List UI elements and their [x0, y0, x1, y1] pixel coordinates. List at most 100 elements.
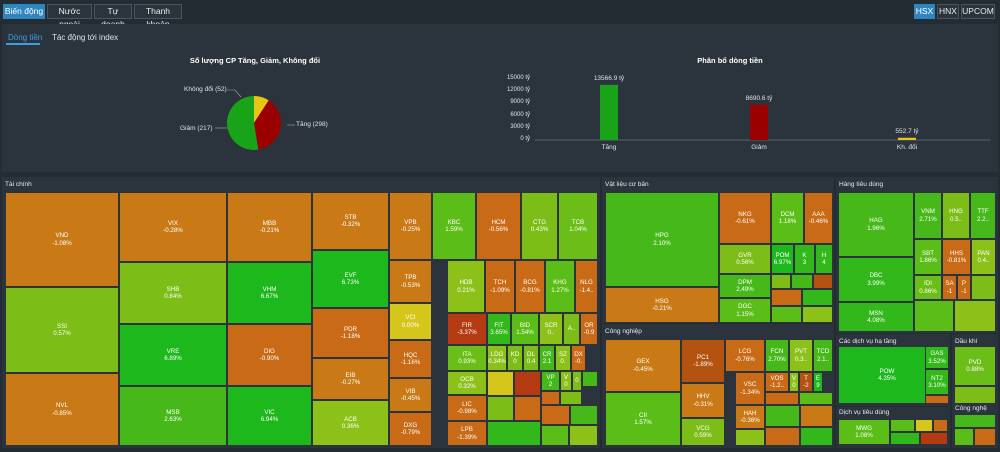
stock-tile-ldg[interactable]: LDG 0.34%	[487, 345, 507, 371]
stock-tile-nt2[interactable]: NT2 3.10%	[925, 369, 949, 395]
stock-tile-idi[interactable]: IDI 0.86%	[914, 275, 942, 300]
stock-tile-ssi[interactable]: SSI 0.57%	[5, 287, 119, 373]
stock-tile-nlg[interactable]: NLG -1.4..	[575, 260, 598, 313]
stock-tile-fir[interactable]: FIR -3.37%	[447, 313, 487, 345]
stock-tile-small[interactable]	[954, 414, 996, 428]
stock-tile-small[interactable]	[541, 391, 560, 405]
stock-tile-vnm[interactable]: VNM 2.71%	[914, 192, 942, 239]
stock-tile-sa[interactable]: SA -1	[942, 275, 957, 300]
stock-tile-eib[interactable]: EIB -0.27%	[312, 358, 389, 400]
stock-tile-hdb[interactable]: HDB 0.21%	[447, 260, 485, 313]
stock-tile-lcg[interactable]: LCG -0.76%	[725, 339, 765, 372]
tab-nuoc-ngoai[interactable]: Nước ngoài	[47, 4, 92, 29]
stock-tile-small[interactable]	[560, 391, 582, 405]
stock-tile-small[interactable]	[487, 371, 514, 396]
stock-tile-small[interactable]	[802, 289, 833, 306]
stock-tile-msb[interactable]: MSB 2.63%	[119, 386, 227, 446]
stock-tile-small[interactable]	[771, 289, 802, 306]
stock-tile-cii[interactable]: CII 1.57%	[605, 392, 681, 446]
stock-tile-small[interactable]	[802, 306, 833, 323]
stock-tile-vos[interactable]: VOS -1.2..	[765, 372, 789, 392]
stock-tile-small[interactable]	[800, 427, 833, 446]
stock-tile-vcg[interactable]: VCG 0.59%	[681, 418, 725, 446]
stock-tile-aaa[interactable]: AAA -0.46%	[804, 192, 833, 244]
stock-tile-small[interactable]	[954, 386, 996, 404]
stock-tile-small[interactable]	[771, 306, 802, 323]
stock-tile-ctg[interactable]: CTG 0.43%	[521, 192, 558, 260]
stock-tile-p[interactable]: P -1	[957, 275, 971, 300]
stock-tile-or[interactable]: OR -0.9	[580, 313, 598, 345]
stock-tile-cr[interactable]: CR 2.1	[539, 345, 555, 371]
stock-tile-small[interactable]	[914, 300, 954, 332]
tab-thanh-khoan[interactable]: Thanh khoản	[134, 4, 182, 29]
stock-tile-mbb[interactable]: MBB -0.21%	[227, 192, 312, 262]
stock-tile-hng[interactable]: HNG 0.5..	[942, 192, 970, 239]
stock-tile-evf[interactable]: EVF 6.73%	[312, 250, 389, 308]
stock-tile-hsg[interactable]: HSG -0.21%	[605, 287, 719, 323]
stock-tile-vre[interactable]: VRE 6.89%	[119, 324, 227, 386]
stock-tile-gas[interactable]: GAS 3.52%	[925, 346, 949, 369]
stock-tile-small[interactable]	[954, 428, 974, 446]
stock-tile-tcb[interactable]: TCB 1.04%	[558, 192, 598, 260]
stock-tile-gvr[interactable]: GVR 0.56%	[719, 244, 771, 274]
stock-tile-dcm[interactable]: DCM 1.18%	[771, 192, 804, 244]
exchange-hnx[interactable]: HNX	[937, 4, 959, 19]
stock-tile-small[interactable]	[813, 274, 833, 289]
stock-tile-small[interactable]	[890, 432, 920, 445]
stock-tile-small[interactable]	[791, 274, 813, 289]
stock-tile-fit[interactable]: FIT 3.65%	[487, 313, 511, 345]
stock-tile-small[interactable]	[765, 405, 800, 427]
stock-tile-lic[interactable]: LIC -0.98%	[447, 395, 487, 421]
stock-tile-hqc[interactable]: HQC -1.16%	[389, 340, 432, 378]
tab-tu-doanh[interactable]: Tự doanh	[94, 4, 132, 29]
stock-tile-small[interactable]	[933, 419, 948, 432]
stock-tile-acb[interactable]: ACB 0.36%	[312, 400, 389, 446]
stock-tile-small[interactable]	[541, 405, 570, 425]
stock-tile-kd[interactable]: KD 0	[507, 345, 523, 371]
stock-tile-dgc[interactable]: DGC 1.15%	[719, 298, 771, 323]
stock-tile-vsc[interactable]: VSC -1.34%	[735, 372, 765, 405]
stock-tile-small[interactable]	[514, 396, 541, 421]
stock-tile-small[interactable]	[974, 428, 996, 446]
stock-tile-fcn[interactable]: FCN 2.70%	[765, 339, 789, 372]
stock-tile-vic[interactable]: VIC 6.94%	[227, 386, 312, 446]
stock-tile-vix[interactable]: VIX -0.28%	[119, 192, 227, 262]
stock-tile-hhs[interactable]: HHS -0.81%	[942, 239, 971, 275]
stock-tile-small[interactable]	[487, 421, 541, 446]
stock-tile-tch[interactable]: TCH -1.09%	[485, 260, 515, 313]
stock-tile-small[interactable]	[569, 425, 598, 446]
stock-tile-hag[interactable]: HAG 1.96%	[838, 192, 914, 257]
stock-tile-pow[interactable]: POW 4.35%	[838, 346, 936, 404]
stock-tile-small[interactable]	[570, 405, 598, 425]
stock-tile-vpb[interactable]: VPB -0.25%	[389, 192, 432, 260]
stock-tile-vp[interactable]: VP 2	[541, 371, 560, 391]
exchange-hsx[interactable]: HSX	[914, 4, 935, 19]
stock-tile-kbc[interactable]: KBC 1.59%	[432, 192, 476, 260]
subtab-tac-dong[interactable]: Tác động tới index	[52, 33, 119, 42]
stock-tile-stb[interactable]: STB -0.32%	[312, 192, 389, 250]
subtab-dong-tien[interactable]: Dòng tiền	[8, 33, 43, 42]
stock-tile-vib[interactable]: VIB -0.45%	[389, 378, 432, 412]
stock-tile-vnd[interactable]: VND -1.08%	[5, 192, 119, 287]
tab-bien-dong[interactable]: Biến động	[3, 4, 45, 19]
stock-tile-small[interactable]	[514, 371, 541, 396]
stock-tile-pdr[interactable]: PDR -1.18%	[312, 308, 389, 358]
stock-tile-msn[interactable]: MSN 4.08%	[838, 302, 914, 332]
stock-tile-a..[interactable]: A..	[563, 313, 580, 345]
stock-tile-pom[interactable]: POM 6.97%	[771, 244, 794, 274]
stock-tile-sbt[interactable]: SBT 1.86%	[914, 239, 942, 275]
stock-tile-small[interactable]	[800, 405, 833, 427]
stock-tile-vhm[interactable]: VHM 6.67%	[227, 262, 312, 324]
stock-tile-small[interactable]	[735, 429, 765, 446]
stock-tile-small[interactable]	[920, 432, 948, 445]
stock-tile-small[interactable]	[925, 395, 949, 404]
stock-tile-small[interactable]	[771, 274, 791, 289]
stock-tile-pvd[interactable]: PVD 0.88%	[954, 346, 996, 386]
stock-tile-tpb[interactable]: TPB -0.53%	[389, 260, 432, 303]
stock-tile-gex[interactable]: GEX -0.45%	[605, 339, 681, 392]
stock-tile-dxg[interactable]: DXG -0.79%	[389, 412, 432, 446]
